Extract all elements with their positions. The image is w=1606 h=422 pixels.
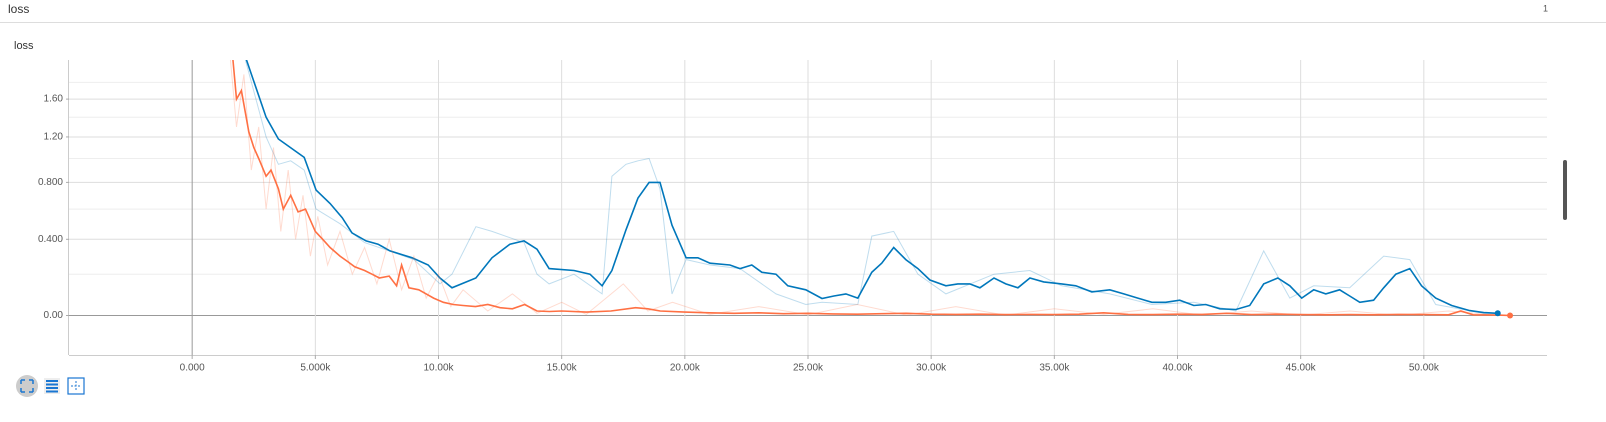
- x-tick-label: 35.00k: [1039, 363, 1070, 374]
- x-tick-label: 50.00k: [1409, 363, 1440, 374]
- last-point: [1507, 312, 1514, 319]
- header-title: loss: [8, 2, 29, 16]
- smoothed-line: [232, 60, 1511, 317]
- x-tick-label: 10.00k: [423, 363, 454, 374]
- y-tick-label: 1.60: [44, 94, 64, 105]
- y-tick-label: 0.400: [38, 234, 63, 245]
- log-icon: [46, 380, 58, 393]
- x-tick-label: 15.00k: [547, 363, 578, 374]
- chart-title: loss: [14, 40, 34, 52]
- y-tick-label: 1.20: [44, 132, 64, 143]
- smoothed-line: [245, 60, 1498, 315]
- fit-icon: [20, 379, 34, 393]
- x-tick-label: 40.00k: [1162, 363, 1193, 374]
- scroll-handle[interactable]: [1563, 160, 1567, 220]
- last-point: [1494, 310, 1501, 317]
- y-tick-label: 0.800: [38, 177, 63, 188]
- x-tick-label: 30.00k: [916, 363, 947, 374]
- x-tick-label: 25.00k: [793, 363, 824, 374]
- fit-button[interactable]: [16, 375, 38, 397]
- x-tick-label: 45.00k: [1286, 363, 1317, 374]
- x-tick-label: 0.000: [180, 363, 205, 374]
- y-tick-label: 0.00: [44, 310, 64, 321]
- header-count: 1: [1543, 3, 1548, 13]
- raw-line: [244, 60, 1498, 314]
- header-bar: [0, 0, 1606, 22]
- toolbar: [16, 375, 85, 397]
- zoom-icon: [71, 381, 81, 391]
- x-tick-label: 20.00k: [670, 363, 701, 374]
- x-tick-label: 5.000k: [300, 363, 331, 374]
